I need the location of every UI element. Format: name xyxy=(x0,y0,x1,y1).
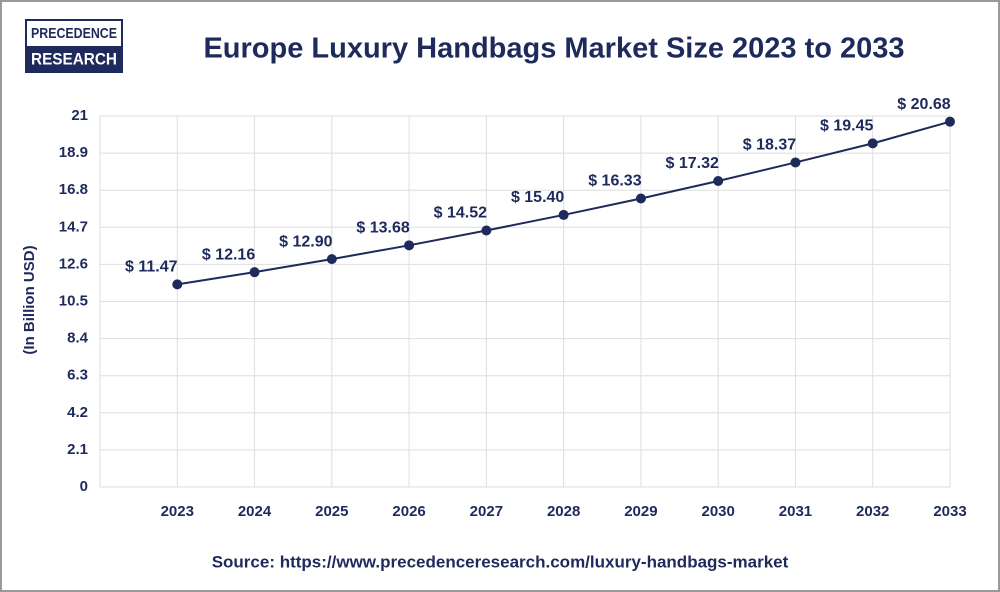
x-tick-label: 2030 xyxy=(701,503,734,520)
y-tick-label: 2.1 xyxy=(67,441,88,458)
y-axis-label: (In Billion USD) xyxy=(21,245,38,354)
logo-text: RESEARCH xyxy=(31,49,117,68)
y-tick-label: 14.7 xyxy=(59,218,88,235)
x-tick-label: 2032 xyxy=(856,503,889,520)
y-tick-label: 10.5 xyxy=(59,292,88,309)
value-label: $ 11.47 xyxy=(125,259,178,276)
x-tick-label: 2027 xyxy=(470,503,503,520)
point xyxy=(713,176,724,187)
x-tick-label: 2023 xyxy=(161,503,194,520)
value-label: $ 20.68 xyxy=(897,96,950,113)
x-tick-label: 2031 xyxy=(779,503,812,520)
y-tick-label: 0 xyxy=(80,478,88,495)
point xyxy=(172,279,183,290)
value-label: $ 15.40 xyxy=(511,189,564,206)
point xyxy=(945,116,955,127)
y-tick-label: 12.6 xyxy=(59,255,88,272)
x-tick-label: 2028 xyxy=(547,503,580,520)
y-tick-label: 18.9 xyxy=(59,144,88,161)
y-tick-label: 21 xyxy=(71,107,88,124)
point xyxy=(249,267,260,278)
y-tick-label: 16.8 xyxy=(59,181,88,198)
x-tick-label: 2025 xyxy=(315,503,348,520)
x-tick-label: 2033 xyxy=(933,503,966,520)
y-tick-label: 4.2 xyxy=(67,404,88,421)
logo: PRECEDENCE RESEARCH xyxy=(25,19,123,73)
y-tick-label: 8.4 xyxy=(67,330,89,347)
value-label: $ 12.16 xyxy=(202,246,255,263)
value-label: $ 13.68 xyxy=(356,220,409,237)
value-label: $ 16.33 xyxy=(588,173,641,190)
x-tick-label: 2026 xyxy=(392,503,425,520)
x-tick-label: 2029 xyxy=(624,503,657,520)
point xyxy=(867,138,878,149)
logo-text: PRECEDENCE xyxy=(31,25,117,42)
chart-title: Europe Luxury Handbags Market Size 2023 … xyxy=(203,33,904,65)
y-tick-label: 6.3 xyxy=(67,367,88,384)
point xyxy=(326,254,337,265)
point xyxy=(404,240,415,251)
source: Source: https://www.precedenceresearch.c… xyxy=(212,552,789,571)
point xyxy=(558,209,569,220)
point xyxy=(635,193,646,204)
x-tick-label: 2024 xyxy=(238,503,272,520)
value-label: $ 17.32 xyxy=(665,155,718,172)
point xyxy=(790,157,801,168)
point xyxy=(481,225,492,236)
value-label: $ 19.45 xyxy=(820,118,873,135)
logo-band xyxy=(26,46,122,72)
value-label: $ 14.52 xyxy=(434,205,487,222)
value-label: $ 18.37 xyxy=(743,137,796,154)
value-label: $ 12.90 xyxy=(279,233,332,250)
